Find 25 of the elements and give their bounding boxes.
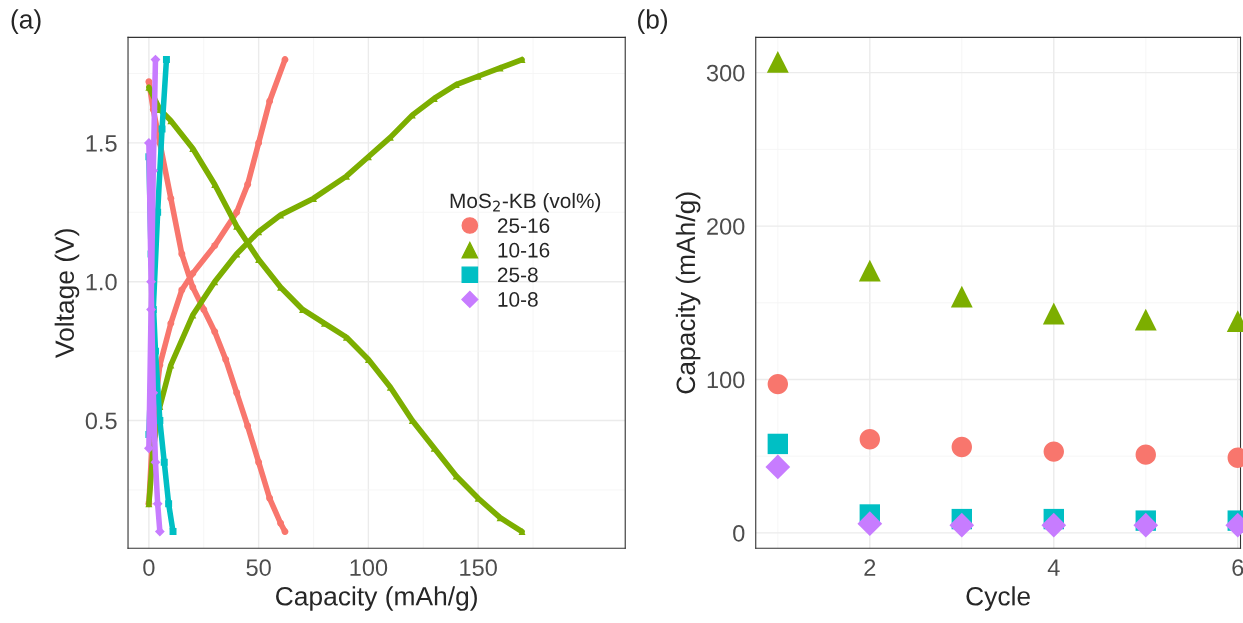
x-axis-title: Capacity (mAh/g) [276,586,477,611]
legend-label: 25-8 [497,267,538,283]
y-tick-label: 200 [707,218,745,235]
x-tick-label: 6 [1232,559,1243,576]
x-tick-label: 100 [350,559,388,576]
y-tick-label: 0.5 [85,412,117,430]
legend-label: 10-16 [498,242,550,258]
x-tick-label: 0 [143,559,155,576]
x-axis-title: Cycle [966,586,1030,611]
y-axis-title: Capacity (mAh/g) [675,192,701,394]
y-tick-label: 0 [733,524,745,542]
y-tick-label: 100 [707,371,745,389]
x-tick-label: 50 [246,559,271,576]
y-tick-label: 1.5 [86,135,117,152]
legend-label: 25-16 [497,218,550,233]
x-tick-label: 4 [1047,559,1060,576]
x-tick-label: 2 [864,559,876,576]
y-tick-label: 1.0 [86,273,117,291]
y-axis-title: Voltage (V) [54,229,80,358]
y-tick-label: 300 [706,64,745,82]
chart-title: (a) [11,9,41,34]
x-tick-label: 150 [460,559,497,576]
legend-label: 10-8 [498,292,538,307]
chart-title: (b) [638,9,668,34]
legend-title: MoS$_{2}$-KB (vol%) [450,192,601,213]
